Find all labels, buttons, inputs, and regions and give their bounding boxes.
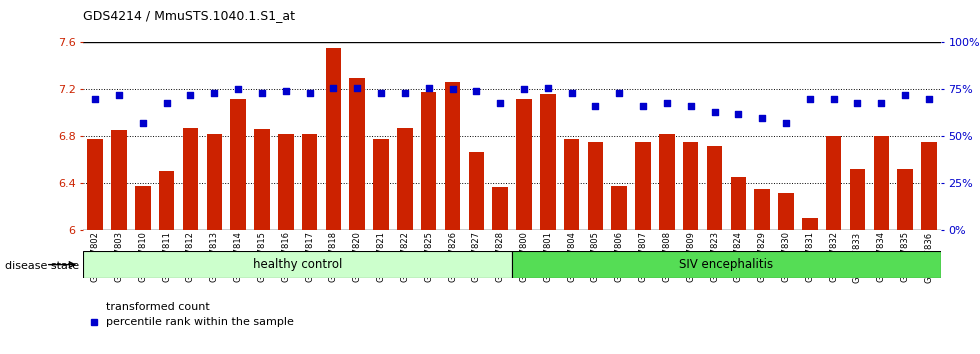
Text: transformed count: transformed count [106, 302, 210, 312]
Point [921, 96, 937, 102]
Point [159, 100, 174, 105]
Bar [373, 139, 389, 230]
Point [707, 109, 722, 115]
Point [826, 96, 842, 102]
Bar [112, 130, 126, 230]
Point [873, 100, 889, 105]
Text: disease state: disease state [5, 261, 79, 271]
Point [325, 85, 341, 90]
Bar [278, 134, 293, 230]
Bar [207, 134, 222, 230]
Point [350, 85, 366, 90]
Point [612, 90, 627, 96]
Bar [492, 187, 508, 230]
Bar [826, 136, 842, 230]
Bar [302, 134, 318, 230]
Point [778, 120, 794, 126]
Bar [588, 142, 603, 230]
Point [302, 90, 318, 96]
Bar [350, 78, 365, 230]
Point [111, 92, 126, 98]
Bar [135, 185, 151, 230]
Bar [873, 136, 889, 230]
Bar [421, 92, 436, 230]
Point [564, 90, 579, 96]
Point [207, 90, 222, 96]
Text: percentile rank within the sample: percentile rank within the sample [106, 317, 294, 327]
Text: SIV encephalitis: SIV encephalitis [679, 258, 773, 271]
Point [468, 88, 484, 94]
Point [588, 103, 604, 109]
Point [635, 103, 651, 109]
Bar [159, 171, 174, 230]
Bar [898, 169, 912, 230]
Bar [468, 152, 484, 230]
Point [230, 86, 246, 92]
Bar [778, 193, 794, 230]
Bar [802, 218, 817, 230]
Point [850, 100, 865, 105]
Point [492, 100, 508, 105]
Bar [755, 189, 770, 230]
Point [182, 92, 198, 98]
Point [135, 120, 151, 126]
Bar [635, 142, 651, 230]
Bar [921, 142, 937, 230]
Bar [397, 128, 413, 230]
Point [659, 100, 674, 105]
Text: healthy control: healthy control [253, 258, 342, 271]
Bar [87, 139, 103, 230]
Point [397, 90, 413, 96]
Point [254, 90, 270, 96]
Point [730, 111, 746, 116]
Bar [254, 129, 270, 230]
Bar [564, 139, 579, 230]
Point [445, 86, 461, 92]
Point [278, 88, 294, 94]
Bar [731, 177, 746, 230]
Point [540, 85, 556, 90]
Bar [540, 94, 556, 230]
Bar [612, 185, 627, 230]
Bar [512, 251, 941, 278]
Bar [445, 82, 461, 230]
Bar [660, 134, 674, 230]
Point [683, 103, 699, 109]
Bar [182, 128, 198, 230]
Bar [683, 142, 699, 230]
Point [755, 115, 770, 120]
Bar [230, 99, 246, 230]
Point [898, 92, 913, 98]
Point [802, 96, 817, 102]
Point [87, 96, 103, 102]
Bar [83, 251, 512, 278]
Bar [325, 48, 341, 230]
Bar [707, 146, 722, 230]
Bar [516, 99, 532, 230]
Bar [850, 169, 865, 230]
Point [420, 85, 436, 90]
Point [516, 86, 532, 92]
Point [373, 90, 389, 96]
Text: GDS4214 / MmuSTS.1040.1.S1_at: GDS4214 / MmuSTS.1040.1.S1_at [83, 9, 295, 22]
